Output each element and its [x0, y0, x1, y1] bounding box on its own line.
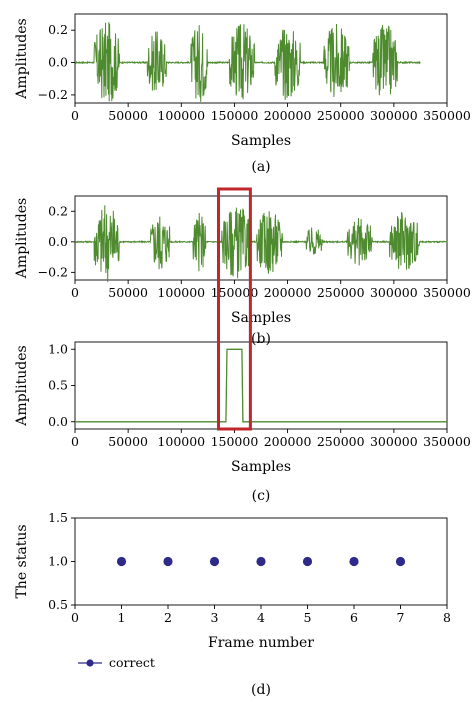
scatter-point — [209, 556, 220, 567]
panel-caption: (a) — [251, 159, 270, 175]
x-tick-label: 7 — [397, 610, 405, 625]
scatter-point — [395, 556, 406, 567]
x-tick-label: 6 — [350, 610, 358, 625]
axes-frame — [74, 195, 448, 281]
x-axis-label: Samples — [231, 310, 291, 326]
x-tick-label: 100000 — [157, 108, 205, 123]
panel-caption: (b) — [251, 331, 271, 347]
scatter-point — [116, 556, 127, 567]
x-tick-label: 250000 — [317, 285, 365, 300]
x-tick-label: 0 — [71, 285, 79, 300]
x-axis-label: Frame number — [208, 635, 314, 651]
y-axis-label: Amplitudes — [14, 18, 30, 99]
x-tick-label: 300000 — [370, 285, 418, 300]
x-tick-label: 100000 — [157, 285, 205, 300]
waveform-line — [74, 205, 448, 283]
scatter-point — [256, 556, 266, 567]
x-tick-label: 350000 — [423, 285, 471, 300]
y-tick-label: 0.2 — [48, 22, 68, 37]
x-tick-label: 300000 — [370, 434, 418, 449]
y-axis-label: Amplitudes — [14, 345, 30, 426]
x-tick-label: 1 — [118, 610, 126, 625]
x-tick-label: 2 — [164, 610, 172, 625]
y-tick-label: 0.0 — [48, 414, 68, 429]
x-tick-label: 150000 — [211, 108, 259, 123]
x-tick-label: 0 — [71, 108, 79, 123]
legend-label: correct — [109, 655, 155, 670]
x-tick-label: 50000 — [108, 434, 148, 449]
y-axis-label: Amplitudes — [14, 198, 30, 279]
panel-caption: (d) — [251, 682, 271, 698]
panel-d-status: 0 1 2 3 4 5 6 7 8 1.5 1.0 0.5 Frame number The status… — [14, 510, 451, 698]
x-tick-label: 250000 — [317, 108, 365, 123]
scatter-point — [302, 556, 313, 567]
x-tick-label: 0 — [71, 610, 79, 625]
x-tick-label: 350000 — [423, 434, 471, 449]
x-tick-label: 200000 — [264, 285, 312, 300]
axes-frame — [74, 13, 448, 104]
y-tick-label: −0.2 — [38, 87, 68, 102]
panel-c-detection: 0 50000 100000 150000 200000 250000 300000 3500… — [14, 341, 471, 504]
axes-frame — [74, 341, 448, 430]
waveform-line — [74, 22, 421, 102]
x-tick-label: 150000 — [211, 434, 259, 449]
y-tick-label: 1.5 — [48, 510, 68, 525]
y-tick-label: 0.0 — [48, 234, 68, 249]
x-tick-label: 200000 — [264, 108, 312, 123]
x-tick-label: 5 — [304, 610, 312, 625]
y-tick-label: 0.5 — [48, 378, 68, 393]
x-tick-label: 200000 — [264, 434, 312, 449]
x-tick-label: 50000 — [108, 285, 148, 300]
detection-line — [75, 348, 447, 423]
y-tick-label: 1.0 — [48, 341, 68, 356]
x-tick-label: 50000 — [108, 108, 148, 123]
highlight-box — [216, 187, 252, 431]
y-axis-label: The status — [14, 524, 30, 598]
x-tick-label: 350000 — [423, 108, 471, 123]
panel-a-waveform: 0 50000 100000 150000 200000 250000 300000 3500… — [14, 13, 471, 175]
y-tick-label: 0.0 — [48, 55, 68, 70]
x-tick-label: 250000 — [317, 434, 365, 449]
panel-b-waveform: 0 50000 100000 150000 200000 250000 300000 3500… — [14, 195, 471, 347]
x-tick-label: 0 — [71, 434, 79, 449]
scatter-point — [349, 556, 359, 567]
legend-marker — [86, 659, 94, 667]
y-tick-label: −0.2 — [38, 264, 68, 279]
y-tick-label: 0.2 — [48, 203, 68, 218]
x-tick-label: 300000 — [370, 108, 418, 123]
x-tick-label: 3 — [211, 610, 219, 625]
x-tick-label: 150000 — [211, 285, 259, 300]
x-axis-label: Samples — [231, 133, 291, 149]
x-tick-label: 4 — [257, 610, 265, 625]
panel-caption: (c) — [252, 488, 271, 504]
y-tick-label: 0.5 — [48, 597, 68, 612]
y-tick-label: 1.0 — [48, 554, 68, 569]
scatter-point — [163, 556, 173, 567]
x-tick-label: 100000 — [157, 434, 205, 449]
x-axis-label: Samples — [231, 459, 291, 475]
x-tick-label: 8 — [443, 610, 451, 625]
